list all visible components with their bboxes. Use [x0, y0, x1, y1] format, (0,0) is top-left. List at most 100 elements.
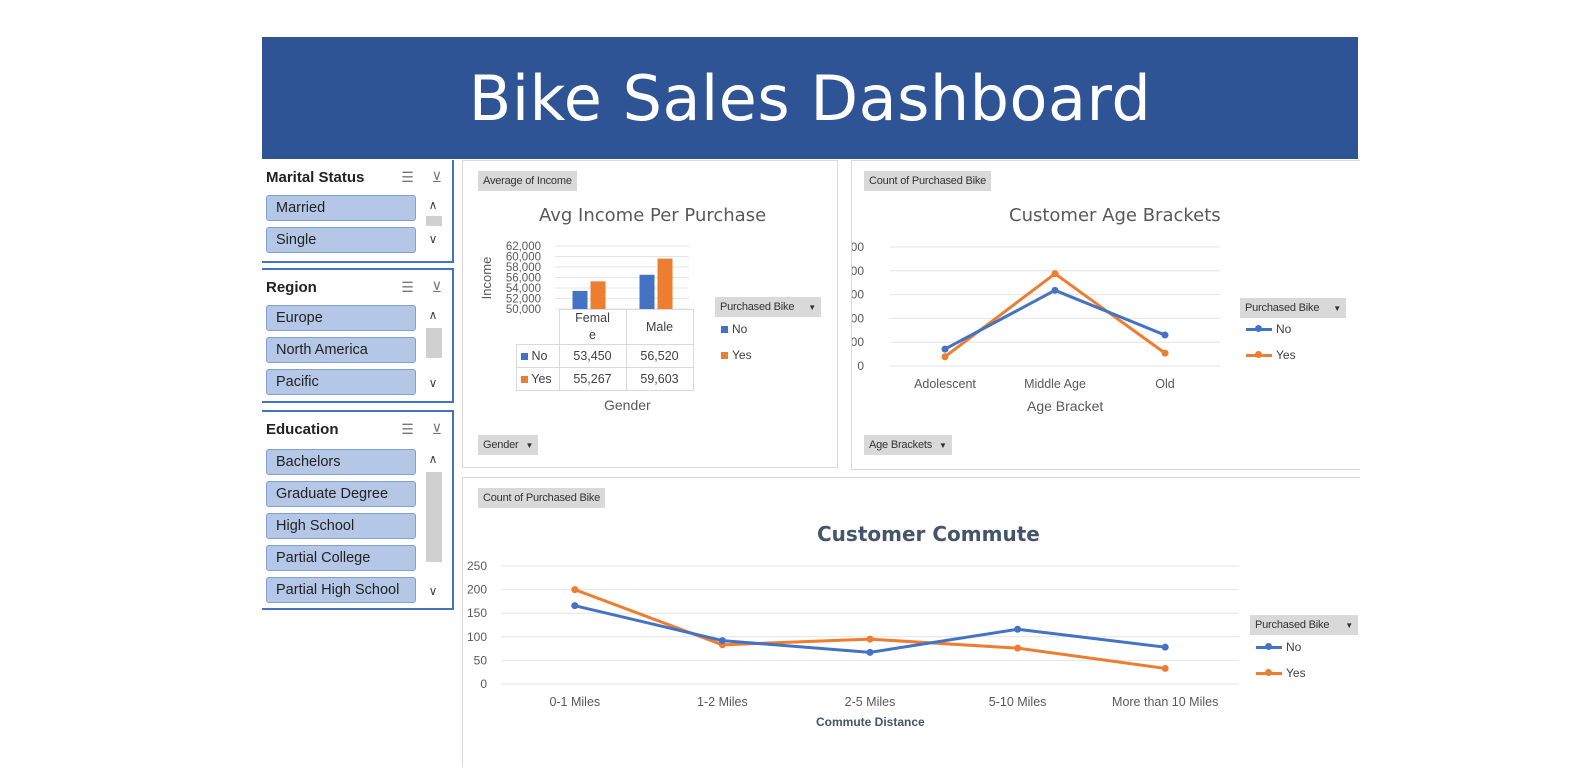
- axis-button-age-brackets[interactable]: Age Brackets ▼: [864, 435, 952, 455]
- y-tick-label: 300: [852, 288, 864, 302]
- slicer-region[interactable]: Region ☰ ⊻ Europe North America Pacific …: [262, 268, 454, 403]
- field-button-average-income[interactable]: Average of Income: [478, 171, 577, 191]
- slicer-item-pacific[interactable]: Pacific: [266, 369, 416, 395]
- y-axis-label: Income: [479, 257, 494, 300]
- slicer-scrollbar[interactable]: ∧ ∨: [424, 194, 442, 256]
- slicer-title: Education: [266, 420, 339, 438]
- clear-filter-icon[interactable]: ⊻: [431, 168, 442, 185]
- data-point-no: [571, 602, 579, 610]
- legend-button-purchased-bike[interactable]: Purchased Bike ▼: [1240, 298, 1346, 318]
- y-tick-label: 500: [852, 240, 864, 254]
- data-point-no: [941, 345, 949, 353]
- scroll-down-icon[interactable]: ∨: [428, 584, 438, 598]
- income-chart-panel: Average of Income Avg Income Per Purchas…: [462, 160, 838, 468]
- data-table: Femal e Male No 53,450 56,520 Yes 55,267…: [516, 309, 694, 391]
- slicer-education[interactable]: Education ☰ ⊻ Bachelors Graduate Degree …: [262, 410, 454, 610]
- slicer-item-north-america[interactable]: North America: [266, 337, 416, 363]
- y-tick-label: 60,000: [506, 252, 541, 264]
- slicer-title: Region: [266, 278, 317, 296]
- x-tick-label: Adolescent: [914, 377, 976, 391]
- table-header-female: Femal e: [558, 309, 627, 345]
- data-point-yes: [1014, 644, 1022, 652]
- scroll-down-icon[interactable]: ∨: [428, 376, 438, 390]
- x-tick-label: Old: [1155, 377, 1175, 391]
- legend-button-purchased-bike[interactable]: Purchased Bike ▼: [1250, 615, 1358, 635]
- slicer-items: Europe North America Pacific ∧ ∨: [262, 304, 452, 400]
- data-point-yes: [1051, 270, 1059, 278]
- table-cell: 59,603: [625, 367, 694, 391]
- scroll-up-icon[interactable]: ∧: [428, 452, 438, 466]
- scroll-thumb[interactable]: [426, 216, 442, 226]
- data-point-yes: [571, 586, 579, 594]
- slicer-items: Married Single ∧ ∨: [262, 194, 452, 256]
- data-point-no: [718, 637, 726, 645]
- field-button-count-purchased[interactable]: Count of Purchased Bike: [864, 171, 992, 191]
- table-cell: 53,450: [558, 344, 627, 368]
- dashboard-banner: Bike Sales Dashboard: [262, 37, 1358, 159]
- multi-select-icon[interactable]: ☰: [401, 168, 414, 185]
- income-chart-svg: Income 50,00052,00054,00056,00058,00060,…: [479, 241, 689, 316]
- slicer-item-partial-high-school[interactable]: Partial High School: [266, 577, 416, 603]
- y-tick-label: 56,000: [506, 273, 541, 285]
- x-tick-label: 5-10 Miles: [989, 695, 1047, 709]
- table-header-male: Male: [625, 309, 694, 345]
- table-cell: 55,267: [558, 367, 627, 391]
- y-tick-label: 400: [852, 264, 864, 278]
- scroll-up-icon[interactable]: ∧: [428, 308, 438, 322]
- multi-select-icon[interactable]: ☰: [401, 420, 414, 437]
- scroll-down-icon[interactable]: ∨: [428, 232, 438, 246]
- y-tick-label: 50,000: [506, 304, 541, 316]
- bar-yes: [657, 258, 673, 309]
- slicer-item-single[interactable]: Single: [266, 227, 416, 253]
- dashboard-title: Bike Sales Dashboard: [468, 61, 1152, 135]
- slicer-item-high-school[interactable]: High School: [266, 513, 416, 539]
- data-point-no: [1161, 643, 1169, 651]
- slicer-scrollbar[interactable]: ∧ ∨: [424, 304, 442, 400]
- table-row-label: No: [516, 344, 560, 368]
- scroll-up-icon[interactable]: ∧: [428, 198, 438, 212]
- clear-filter-icon[interactable]: ⊻: [431, 278, 442, 295]
- x-tick-label: 1-2 Miles: [697, 695, 748, 709]
- scroll-thumb[interactable]: [426, 328, 442, 358]
- series-line-no: [574, 604, 1166, 654]
- x-tick-label: 2-5 Miles: [845, 695, 896, 709]
- slicer-header: Marital Status ☰ ⊻: [262, 160, 452, 194]
- slicer-items: Bachelors Graduate Degree High School Pa…: [262, 446, 452, 606]
- legend-button-purchased-bike[interactable]: Purchased Bike ▼: [715, 297, 821, 317]
- clear-filter-icon[interactable]: ⊻: [431, 420, 442, 437]
- axis-button-gender[interactable]: Gender ▼: [478, 435, 539, 455]
- multi-select-icon[interactable]: ☰: [401, 278, 414, 295]
- bar-no: [639, 274, 655, 309]
- slicer-item-bachelors[interactable]: Bachelors: [266, 449, 416, 475]
- y-tick-label: 150: [467, 606, 487, 620]
- slicer-title: Marital Status: [266, 168, 365, 186]
- data-point-no: [866, 648, 874, 656]
- y-tick-label: 54,000: [506, 283, 541, 295]
- chart-title: Avg Income Per Purchase: [539, 205, 767, 226]
- legend-item-yes: Yes: [1246, 348, 1296, 362]
- chart-title: Customer Commute: [817, 522, 1040, 546]
- slicer-marital-status[interactable]: Marital Status ☰ ⊻ Married Single ∧ ∨: [262, 160, 454, 263]
- x-tick-label: 0-1 Miles: [549, 695, 600, 709]
- data-point-yes: [941, 353, 949, 361]
- scroll-thumb[interactable]: [426, 472, 442, 562]
- y-tick-label: 50: [474, 653, 488, 667]
- slicer-item-married[interactable]: Married: [266, 195, 416, 221]
- data-point-no: [1161, 331, 1169, 339]
- y-tick-label: 62,000: [506, 241, 541, 253]
- data-point-no: [1014, 625, 1022, 633]
- slicer-item-partial-college[interactable]: Partial College: [266, 545, 416, 571]
- table-cell: 56,520: [625, 344, 694, 368]
- legend-item-no: No: [1246, 322, 1291, 336]
- series-line-yes: [574, 588, 1166, 670]
- legend-item-no: No: [1256, 640, 1301, 654]
- slicer-item-europe[interactable]: Europe: [266, 305, 416, 331]
- x-axis-label: Gender: [604, 397, 651, 413]
- slicer-header: Region ☰ ⊻: [262, 270, 452, 304]
- slicer-item-graduate-degree[interactable]: Graduate Degree: [266, 481, 416, 507]
- data-point-yes: [1161, 664, 1169, 672]
- slicer-scrollbar[interactable]: ∧ ∨: [424, 446, 442, 606]
- commute-chart-panel: Count of Purchased Bike Customer Commute…: [462, 477, 1360, 767]
- field-button-count-purchased[interactable]: Count of Purchased Bike: [478, 488, 606, 508]
- chart-title: Customer Age Brackets: [1009, 205, 1221, 226]
